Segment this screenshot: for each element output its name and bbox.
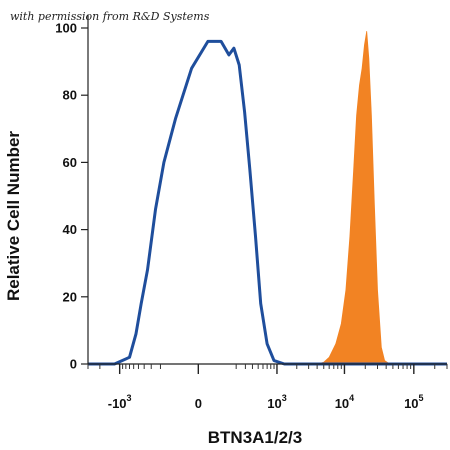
y-axis-title: Relative Cell Number [4,131,23,301]
x-tick-label: 0 [195,396,202,411]
y-tick-label: 80 [63,88,77,103]
y-tick-label: 60 [63,155,77,170]
outline-histogram-series [88,39,447,366]
x-axis-ticks: -103 0 103 104 105 [87,364,448,411]
x-tick-label: -103 [108,393,132,411]
x-tick-label: 105 [404,393,423,411]
y-axis-ticks: 0 20 40 60 80 100 [55,21,88,372]
x-tick-label: 103 [267,393,286,411]
permission-watermark: with permission from R&D Systems [10,10,210,23]
x-tick-label: 104 [335,393,354,411]
x-axis-title: BTN3A1/2/3 [208,428,302,447]
y-tick-label: 40 [63,222,77,237]
y-tick-label: 0 [70,357,77,372]
y-tick-label: 100 [55,21,77,36]
filled-histogram-series [87,31,448,365]
plot-area [87,31,448,366]
y-tick-label: 20 [63,289,77,304]
